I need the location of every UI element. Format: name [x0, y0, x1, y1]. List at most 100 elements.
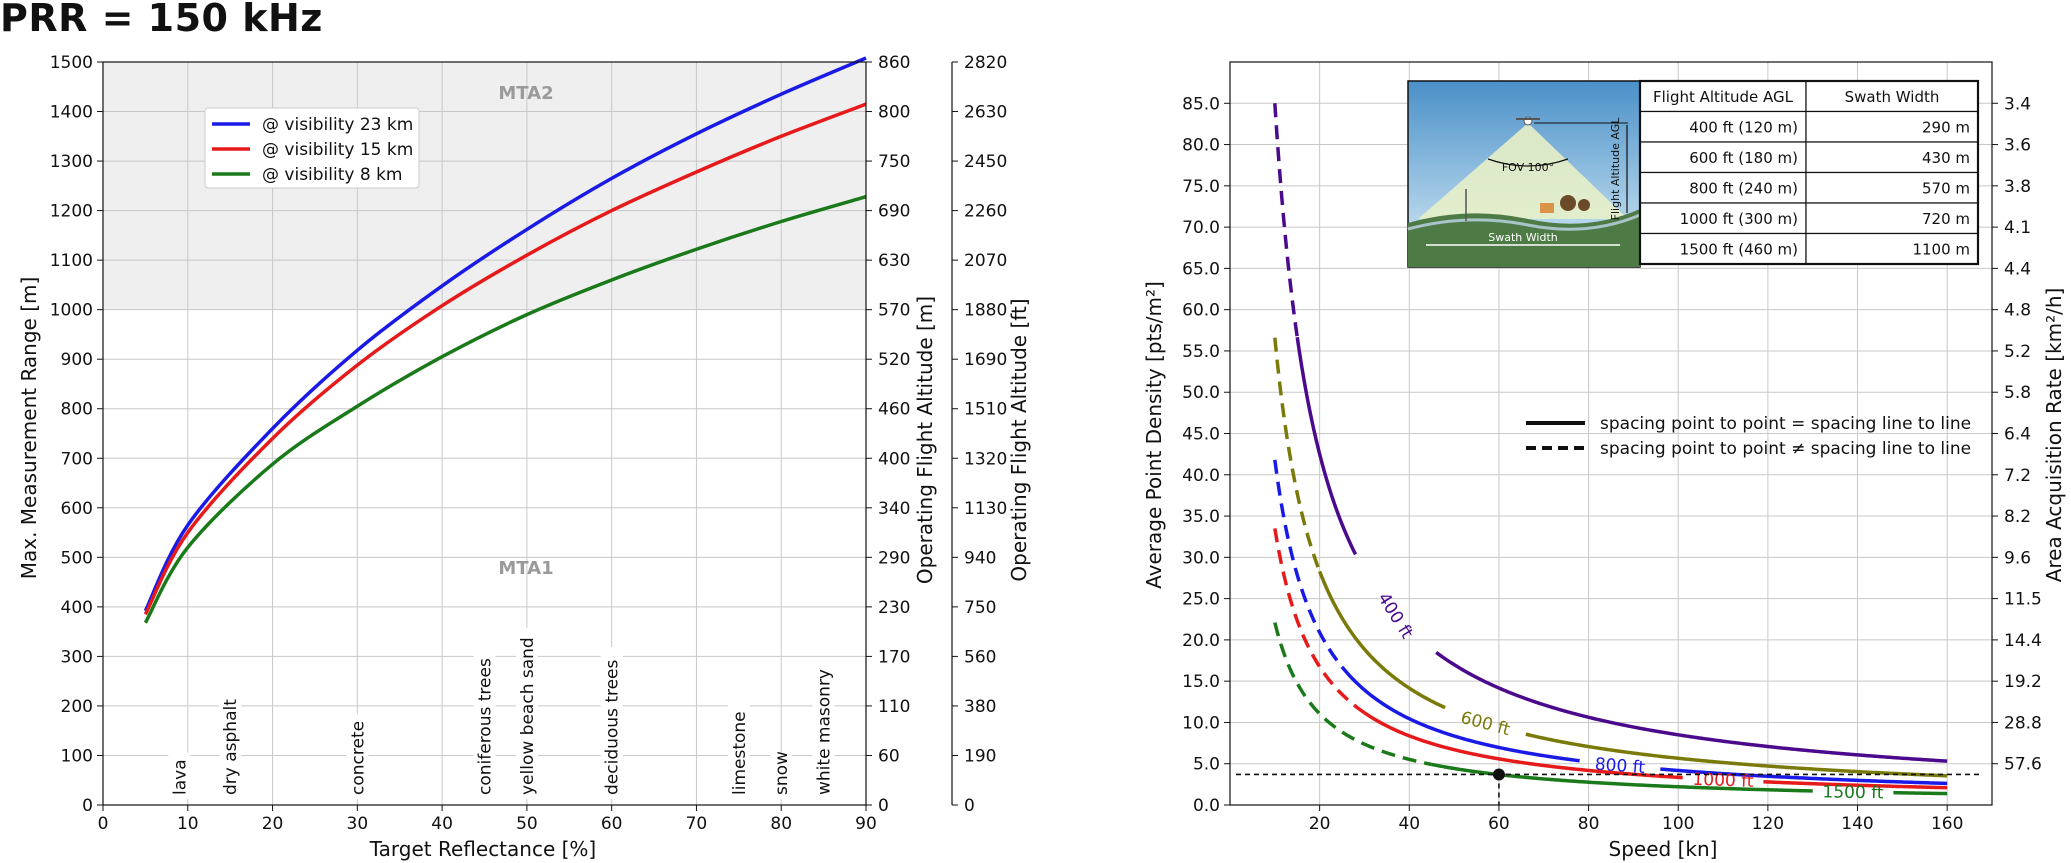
fov-arc	[1487, 158, 1569, 167]
material-label-group: concrete	[346, 714, 369, 799]
right2-tick-label: 190	[964, 746, 996, 766]
series-dashed-1	[1273, 103, 1299, 338]
y-tick-label: 0.0	[1193, 796, 1220, 816]
y-tick-label: 60.0	[1182, 301, 1220, 321]
tree-icon	[1578, 199, 1590, 211]
y-tick-label: 1300	[50, 152, 93, 172]
y-tick-label: 1000	[50, 301, 93, 321]
material-label: coniferous trees	[476, 658, 496, 795]
right-tick-label: 11.5	[2004, 590, 2042, 610]
y-tick-label: 300	[61, 647, 93, 667]
y-tick-label: 35.0	[1182, 507, 1220, 527]
right1-tick-label: 340	[878, 499, 910, 519]
series-solid-4	[1363, 711, 1683, 780]
right-tick-label: 3.8	[2004, 177, 2031, 197]
table-header: Flight Altitude AGL	[1653, 88, 1794, 106]
material-label: dry asphalt	[221, 699, 241, 795]
table-cell-text: 1100 m	[1912, 241, 1970, 259]
right1-tick-label: 630	[878, 251, 910, 271]
right2-tick-label: 560	[964, 647, 996, 667]
x-tick-label: 40	[431, 814, 453, 834]
fov-label: FOV 100°	[1502, 161, 1554, 174]
y-tick-label: 55.0	[1182, 342, 1220, 362]
material-label-group: yellow beach sand	[515, 627, 538, 799]
y-tick-label: 500	[61, 548, 93, 568]
right1-tick-label: 60	[878, 746, 900, 766]
material-label: deciduous trees	[603, 659, 623, 795]
right-tick-label: 19.2	[2004, 672, 2042, 692]
right1-tick-label: 570	[878, 301, 910, 321]
series-solid-2	[1525, 732, 1948, 778]
x-tick-label: 20	[1309, 814, 1331, 834]
material-label-group: coniferous trees	[473, 637, 496, 799]
material-label-bg	[770, 752, 793, 799]
right-tick-label: 28.8	[2004, 713, 2042, 733]
y-tick-label: 20.0	[1182, 631, 1220, 651]
legend-label: @ visibility 15 km	[262, 140, 413, 160]
right2-tick-label: 2630	[964, 103, 1007, 123]
y-tick-label: 40.0	[1182, 466, 1220, 486]
swath-label: Swath Width	[1488, 231, 1557, 244]
x-axis-label: Target Reflectance [%]	[369, 837, 596, 861]
y-tick-label: 1500	[50, 53, 93, 73]
x-tick-label: 120	[1752, 814, 1784, 834]
y-tick-label: 70.0	[1182, 218, 1220, 238]
right1-tick-label: 750	[878, 152, 910, 172]
right2-tick-label: 1320	[964, 449, 1007, 469]
y-tick-label: 65.0	[1182, 259, 1220, 279]
legend-label: spacing point to point = spacing line to…	[1600, 414, 1971, 434]
right2-tick-label: 1510	[964, 400, 1007, 420]
x-tick-label: 60	[1488, 814, 1510, 834]
right1-tick-label: 860	[878, 53, 910, 73]
right1-tick-label: 690	[878, 202, 910, 222]
material-label-bg	[346, 714, 369, 799]
right2-tick-label: 1130	[964, 499, 1007, 519]
y-tick-label: 200	[61, 697, 93, 717]
x-tick-label: 40	[1398, 814, 1420, 834]
right-tick-label: 6.4	[2004, 425, 2031, 445]
series-label-1: 400 ft	[1373, 589, 1417, 642]
material-label-group: snow	[770, 751, 793, 799]
material-label: yellow beach sand	[518, 637, 538, 795]
right2-tick-label: 2260	[964, 202, 1007, 222]
table-cell-text: 290 m	[1922, 119, 1970, 137]
right-tick-label: 4.8	[2004, 301, 2031, 321]
table-cell-text: 1500 ft (460 m)	[1680, 241, 1798, 259]
series-label-5: 1500 ft	[1822, 782, 1884, 803]
y-tick-label: 45.0	[1182, 425, 1220, 445]
material-label-bg	[168, 752, 191, 799]
x-tick-label: 80	[770, 814, 792, 834]
y-tick-label: 400	[61, 598, 93, 618]
series-solid-5	[1893, 790, 1948, 796]
right-tick-label: 9.6	[2004, 548, 2031, 568]
x-tick-label: 70	[686, 814, 708, 834]
material-label-bg	[473, 637, 496, 799]
material-label-group: limestone	[727, 704, 750, 799]
table-cell-text: 570 m	[1922, 180, 1970, 198]
x-tick-label: 140	[1841, 814, 1873, 834]
x-tick-label: 80	[1578, 814, 1600, 834]
right2-tick-label: 380	[964, 697, 996, 717]
y-tick-label: 15.0	[1182, 672, 1220, 692]
material-label: limestone	[730, 711, 750, 795]
y-tick-label: 1200	[50, 202, 93, 222]
legend-box	[204, 107, 420, 189]
series-solid-3	[1660, 767, 1948, 786]
right2-tick-label: 2450	[964, 152, 1007, 172]
material-label-bg	[812, 666, 835, 799]
right1-tick-label: 0	[878, 796, 889, 816]
right1-tick-label: 110	[878, 697, 910, 717]
y-tick-label: 25.0	[1182, 590, 1220, 610]
material-label-bg	[600, 647, 623, 799]
series-solid-1	[1435, 651, 1948, 763]
table-cell-text: 800 ft (240 m)	[1689, 180, 1798, 198]
table-header: Swath Width	[1845, 88, 1940, 106]
material-label-group: lava	[168, 752, 191, 799]
page-title: PRR = 150 kHz	[0, 0, 323, 40]
series-solid-4	[1763, 780, 1948, 790]
y-tick-label: 0	[82, 796, 93, 816]
right-tick-label: 3.4	[2004, 94, 2031, 114]
series-solid-2	[1318, 570, 1446, 710]
y-tick-label: 5.0	[1193, 755, 1220, 775]
